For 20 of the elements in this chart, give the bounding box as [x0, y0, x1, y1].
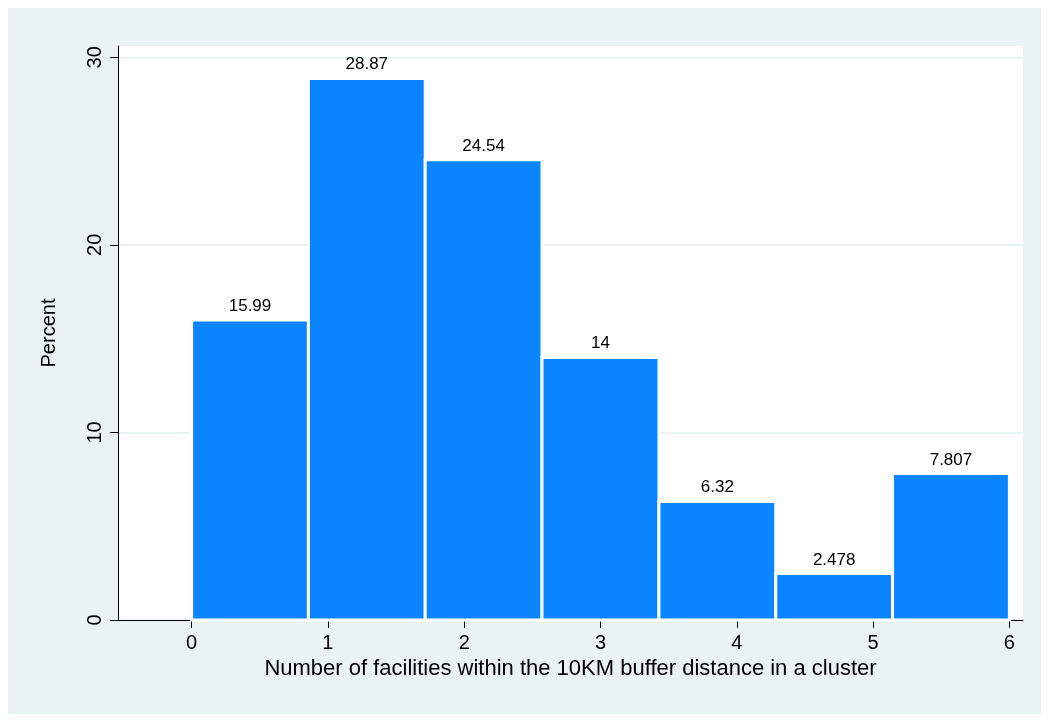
y-tick-label: 20: [83, 233, 105, 256]
data-label: 24.54: [462, 135, 505, 155]
x-tick-label: 6: [1003, 631, 1015, 653]
x-tick-label: 1: [322, 631, 334, 653]
data-label: 15.99: [228, 296, 272, 316]
x-tick-label: 3: [594, 631, 607, 653]
data-label: 28.87: [345, 54, 389, 74]
x-axis-title: Number of facilities within the 10KM buffer distance in a cluster: [264, 655, 877, 681]
x-tick-label: 5: [867, 631, 879, 653]
data-label: 6.32: [700, 477, 734, 497]
y-tick-label: 30: [83, 46, 105, 69]
x-tick-label: 2: [458, 631, 470, 653]
data-label: 14: [591, 333, 610, 353]
data-label: 7.807: [929, 449, 973, 469]
data-label: 2.478: [812, 549, 856, 569]
y-axis-title: Percent: [37, 298, 59, 368]
x-tick-label: 0: [186, 631, 198, 653]
y-tick-label: 0: [83, 614, 105, 626]
x-tick-label: 4: [731, 631, 743, 653]
y-tick-label: 10: [83, 421, 105, 444]
